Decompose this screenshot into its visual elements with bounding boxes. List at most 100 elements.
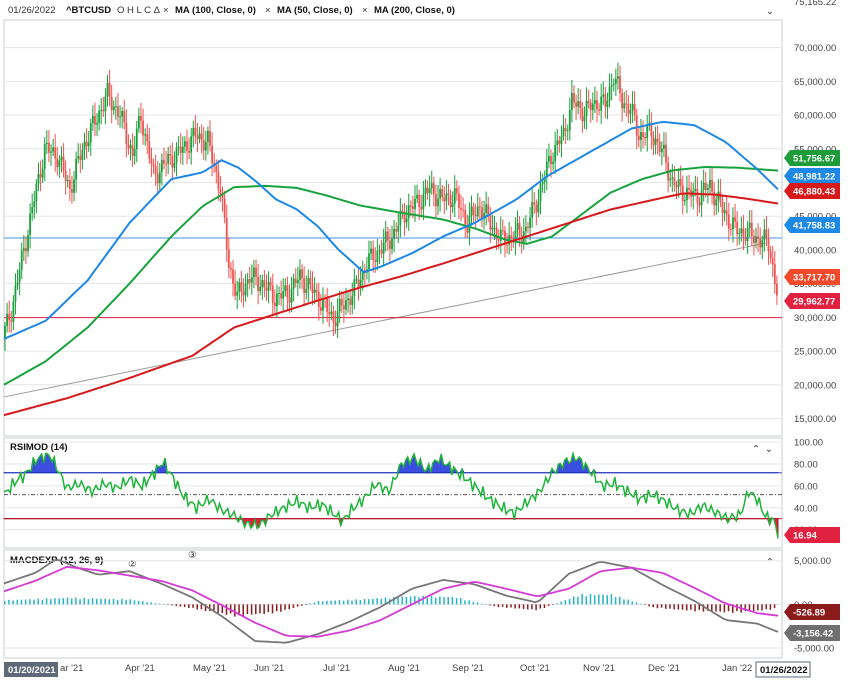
time-start-badge[interactable]: 01/20/2021 [4,662,58,677]
candle-down [769,251,772,259]
macd-up-icon[interactable]: ⌃ [766,557,774,568]
candle-up [347,298,349,301]
macd-hist-bar [572,596,575,605]
macd-hist-bar [296,604,299,607]
candle-up [524,226,527,232]
macd-tick-label: -5,000.00 [794,644,834,655]
macd-hist-bar [652,604,654,608]
candle-up [554,144,557,162]
macd-hist-bar [275,604,278,612]
macd-marker-2[interactable]: ② [128,559,137,570]
header-symbol[interactable]: ^BTCUSD [66,5,111,16]
candle-down [301,269,303,279]
time-end-label: 01/26/2022 [760,665,808,676]
candle-up [424,187,427,195]
macd-hist-bar [167,604,169,605]
candle-up [600,96,603,111]
candle-down [163,159,165,164]
candle-up [439,189,442,199]
ma50-remove-icon[interactable]: × [265,5,271,16]
candle-up [207,130,209,143]
macd-hist-bar [104,598,106,605]
candle-up [119,116,121,118]
price-tag-4: 33,717.70 [784,269,840,285]
candle-down [219,189,222,195]
macd-hist-bar [451,596,454,605]
header-ohlc: O H L C Δ [117,5,161,16]
price-tick-label: 25,000.00 [794,347,836,358]
time-axis-label: Jun '21 [254,663,284,674]
candle-up [112,106,115,111]
macd-hist-bar [4,601,6,605]
macd-hist-bar [355,599,357,605]
header-ma100[interactable]: MA (100, Close, 0) [175,5,256,16]
candle-up [336,311,339,327]
ma200-remove-icon[interactable]: × [362,5,368,16]
candle-down [315,289,318,292]
macd-hist-bar [192,604,194,608]
candle-up [106,82,109,97]
rsi-up-icon[interactable]: ⌃ [752,444,760,455]
candle-up [96,122,98,125]
ma200-line[interactable] [3,192,779,417]
rsi-line[interactable] [3,450,779,539]
candle-up [451,203,454,208]
candle-up [602,94,605,97]
macd-hist-bar [480,603,483,605]
rsi-down-icon[interactable]: ⌄ [765,444,773,455]
macd-signal-line[interactable] [3,565,779,638]
candle-down [125,122,128,144]
macd-hist-bar [259,604,261,614]
candle-up [654,138,657,145]
candle-down [332,311,335,323]
macd-tag-hist: -526.89 [784,604,840,620]
candle-up [114,106,117,108]
candle-up [583,116,586,122]
candle-up [299,269,301,281]
macd-hist-bar [623,599,625,605]
macd-marker-3[interactable]: ③ [188,550,197,561]
header-ma200[interactable]: MA (200, Close, 0) [374,5,455,16]
candle-up [476,206,479,217]
candle-up [296,280,299,283]
header-ma50[interactable]: MA (50, Close, 0) [277,5,353,16]
candle-up [175,147,178,164]
candle-up [135,128,138,150]
macd-hist-bar [347,599,349,605]
candle-up [91,115,94,124]
candle-down [742,228,745,237]
candle-down [736,221,739,234]
header-collapse-icon[interactable]: ⌄ [766,6,774,17]
trendline[interactable] [3,242,766,398]
candle-down [242,291,245,296]
ma50-line[interactable] [3,165,779,386]
price-tick-label: 70,000.00 [794,43,836,54]
candle-down [54,147,57,159]
candle-up [14,285,17,302]
candle-down [357,279,360,288]
macd-hist-bar [213,604,215,613]
candle-up [539,184,542,202]
candle-down [165,163,167,165]
candle-down [221,194,224,199]
candle-up [250,277,253,283]
rsi-title[interactable]: RSIMOD (14) [10,442,68,453]
macd-hist-bar [221,604,224,614]
macd-hist-bar [610,594,613,605]
time-axis-label: May '21 [193,663,226,674]
candle-down [328,311,331,315]
candle-down [533,202,536,205]
macd-tag-hist-label: -526.89 [793,608,825,619]
price-tag-1: 48,981.22 [784,168,840,184]
candle-up [246,279,249,284]
candle-down [79,156,82,161]
time-end-badge[interactable]: 01/26/2022 [755,661,811,678]
ma100-remove-icon[interactable]: × [163,5,169,16]
macd-hist-bar [351,600,353,605]
macd-hist-bar [564,599,567,605]
macd-line[interactable] [3,558,779,644]
ma100-line[interactable] [3,120,779,340]
candle-down [319,307,322,311]
candle-up [491,227,494,230]
